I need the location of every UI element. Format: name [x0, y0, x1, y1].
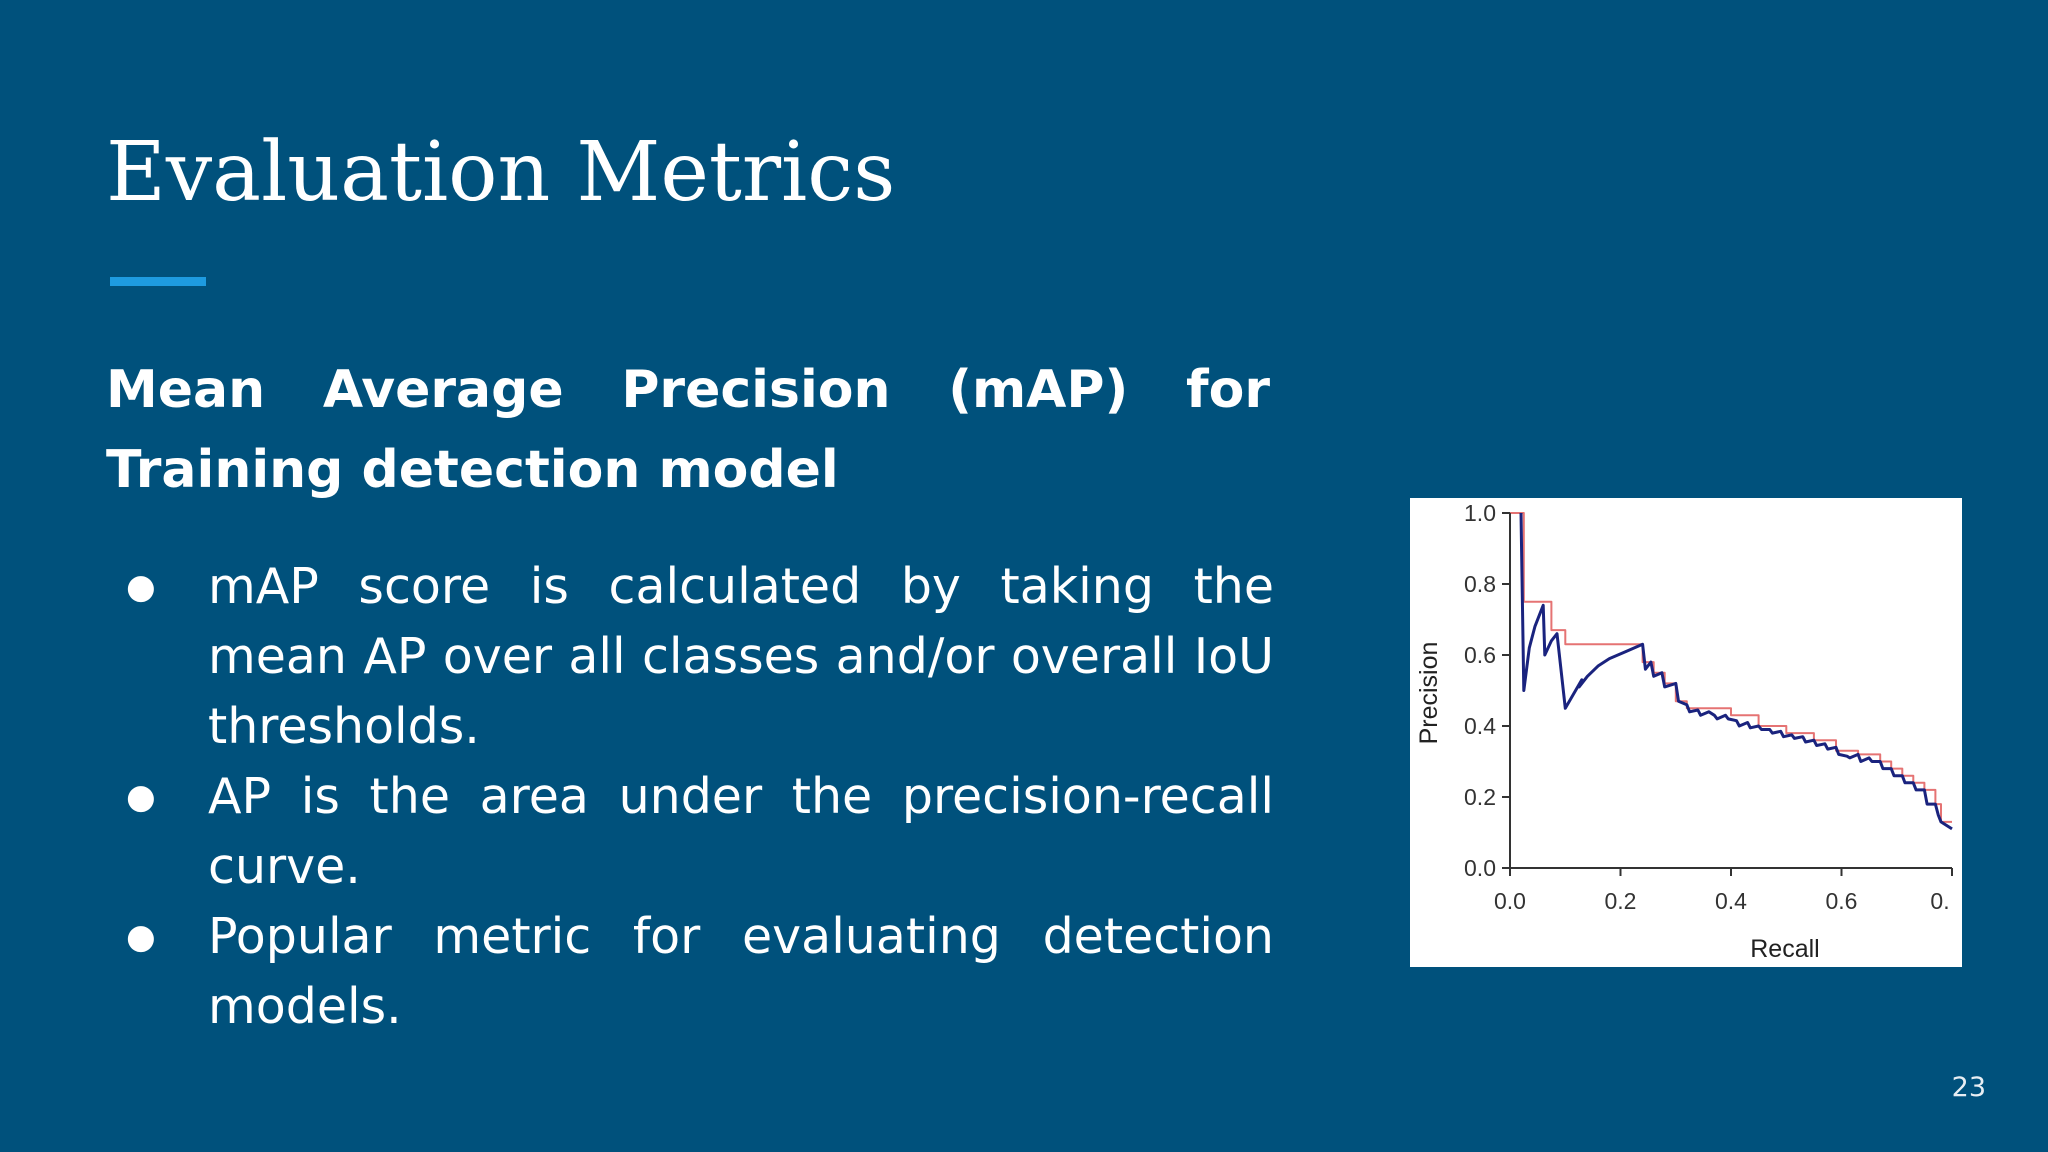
precision-recall-line [1519, 512, 1953, 831]
bullet-dot-icon: ● [126, 917, 156, 957]
x-tick-label: 0.0 [1494, 888, 1526, 914]
y-tick-label: 0.8 [1464, 571, 1496, 597]
x-tick-label: 0.4 [1715, 888, 1747, 914]
x-tick-label: 0.2 [1605, 888, 1637, 914]
x-tick-label: 0.6 [1826, 888, 1858, 914]
chart-ticks-group: 0.0 0.2 0.4 0.6 0.8 1.0 0.0 0.2 0.4 0.6 0. [1464, 500, 1953, 914]
precision-recall-svg: 0.00.20.40.60.81.00.0 0.2 0.4 0.6 0. Recall … [1415, 500, 1953, 963]
bullet-item-1: ● mAP score is calculated by taking the … [106, 552, 1274, 762]
y-axis-label: Precision [1415, 642, 1443, 745]
interpolated-precision-line [1510, 512, 1952, 823]
page-number: 23 [1951, 1072, 1986, 1103]
bullet-dot-icon: ● [126, 777, 156, 817]
x-tick-label: 0. [1930, 888, 1949, 914]
bullet-text: mAP score is calculated by taking the me… [208, 558, 1274, 755]
bullet-text: Popular metric for evaluating detection … [208, 908, 1274, 1035]
chart-series-group [1510, 512, 1953, 831]
y-tick-label: 0.0 [1464, 855, 1496, 881]
y-tick-label: 0.6 [1464, 642, 1496, 668]
slide-title: Evaluation Metrics [106, 125, 896, 220]
slide-subtitle: Mean Average Precision (mAP) for Trainin… [106, 360, 1270, 500]
bullet-dot-icon: ● [126, 567, 156, 607]
title-accent-bar [110, 277, 206, 286]
bullet-item-2: ● AP is the area under the precision-rec… [106, 762, 1274, 902]
y-tick-label: 0.2 [1464, 784, 1496, 810]
y-tick-label: 1.0 [1464, 500, 1496, 526]
precision-recall-chart: 0.0 0.2 0.4 0.6 0.8 1.0 0.0 0.2 0.4 0.6 0. Recall … [1410, 498, 1962, 967]
bullet-list: ● mAP score is calculated by taking the … [106, 552, 1274, 1042]
bullet-text: AP is the area under the precision-recal… [208, 768, 1274, 895]
x-axis-label: Recall [1750, 935, 1819, 963]
bullet-item-3: ● Popular metric for evaluating detectio… [106, 902, 1274, 1042]
y-tick-label: 0.4 [1464, 713, 1496, 739]
